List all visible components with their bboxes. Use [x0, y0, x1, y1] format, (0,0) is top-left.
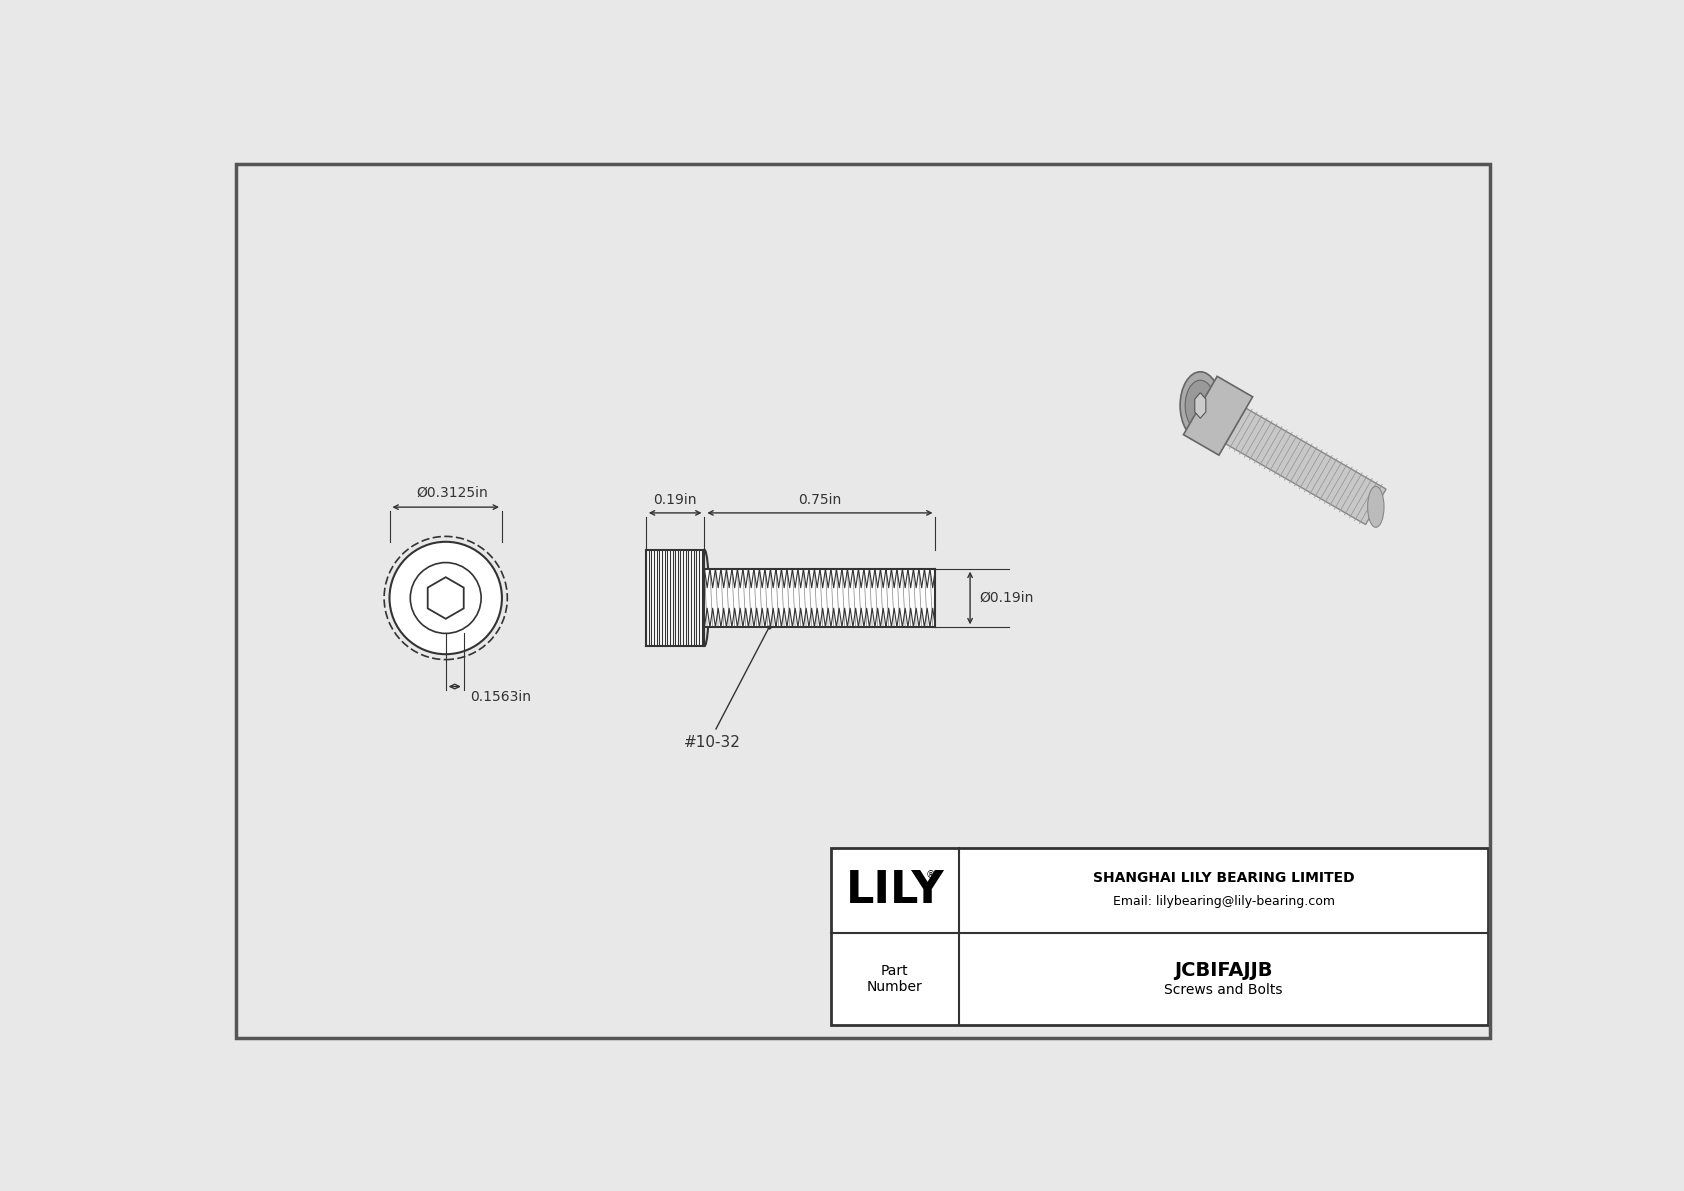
Text: Ø0.3125in: Ø0.3125in [416, 486, 488, 499]
Ellipse shape [1180, 372, 1221, 439]
Polygon shape [1184, 376, 1253, 455]
Text: ®: ® [926, 871, 935, 880]
Text: 0.75in: 0.75in [798, 493, 842, 506]
Polygon shape [428, 578, 463, 619]
Text: Screws and Bolts: Screws and Bolts [1164, 983, 1283, 997]
Text: Email: lilybearing@lily-bearing.com: Email: lilybearing@lily-bearing.com [1113, 894, 1335, 908]
Bar [830, 848, 1489, 1025]
Text: 0.1563in: 0.1563in [470, 691, 530, 704]
Text: #10-32: #10-32 [684, 735, 741, 750]
Text: 0.19in: 0.19in [653, 493, 697, 506]
Text: JCBIFAJJB: JCBIFAJJB [1174, 961, 1273, 979]
Text: SHANGHAI LILY BEARING LIMITED: SHANGHAI LILY BEARING LIMITED [1093, 872, 1354, 885]
Text: Part
Number: Part Number [867, 965, 923, 994]
Ellipse shape [1367, 486, 1384, 528]
Bar [704, 569, 935, 628]
Polygon shape [1226, 409, 1386, 524]
Ellipse shape [1186, 380, 1216, 431]
Polygon shape [1194, 393, 1206, 418]
Circle shape [411, 562, 482, 634]
Text: Ø0.19in: Ø0.19in [980, 591, 1034, 605]
Text: LILY: LILY [845, 869, 945, 912]
Circle shape [389, 542, 502, 654]
Bar [647, 550, 704, 646]
